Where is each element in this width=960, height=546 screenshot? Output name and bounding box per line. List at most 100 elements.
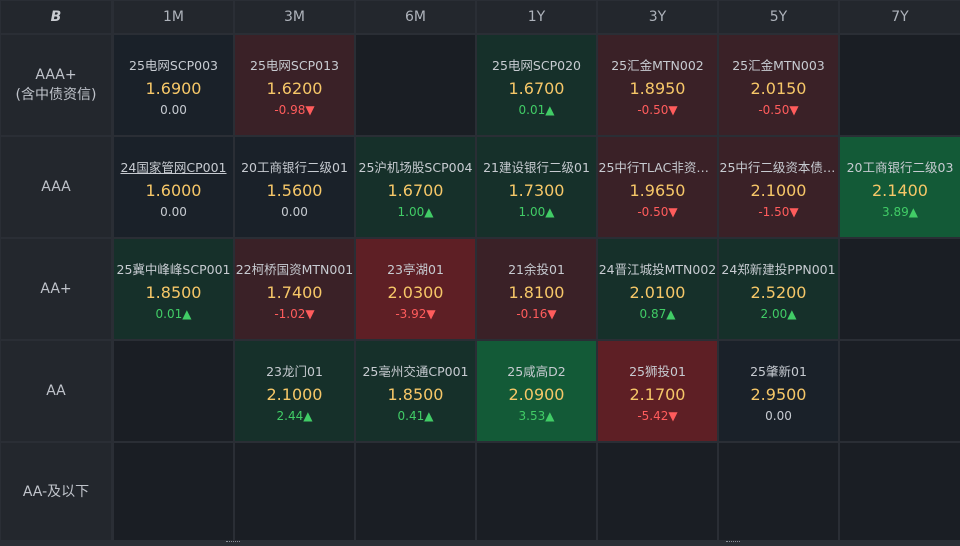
bond-name[interactable]: 24晋江城投MTN002: [598, 262, 717, 277]
bond-name[interactable]: 25亳州交通CP001: [362, 364, 469, 379]
empty-cell: [840, 239, 960, 339]
arrow-down-icon: ▼: [668, 409, 678, 423]
column-header-7y[interactable]: 7Y: [840, 1, 960, 33]
bond-name[interactable]: 25中行二级资本债0...: [719, 160, 838, 175]
bond-change: 1.00▲: [398, 205, 434, 219]
column-header-5y[interactable]: 5Y: [719, 1, 838, 33]
bond-change: 0.00: [160, 205, 187, 219]
arrow-down-icon: ▼: [668, 103, 678, 117]
bond-cell[interactable]: 25中行TLAC非资本... 1.9650 -0.50▼: [598, 137, 717, 237]
bond-yield: 1.7300: [508, 181, 565, 200]
change-value: -3.92: [395, 307, 427, 321]
change-value: -0.50: [758, 103, 790, 117]
bond-name[interactable]: 20工商银行二级01: [241, 160, 348, 175]
column-header-3y[interactable]: 3Y: [598, 1, 717, 33]
bond-cell[interactable]: 25电网SCP003 1.6900 0.00: [114, 35, 233, 135]
change-value: -5.42: [637, 409, 669, 423]
bond-name[interactable]: 23亭湖01: [387, 262, 444, 277]
bond-name[interactable]: 25冀中峰峰SCP001: [116, 262, 231, 277]
bond-name[interactable]: 25狮投01: [629, 364, 686, 379]
bond-cell[interactable]: 25肇新01 2.9500 0.00: [719, 341, 838, 441]
bond-cell[interactable]: 25亳州交通CP001 1.8500 0.41▲: [356, 341, 475, 441]
empty-cell: [719, 443, 838, 540]
bond-yield: 1.8500: [387, 385, 444, 404]
bond-yield: 1.8500: [145, 283, 202, 302]
bond-name[interactable]: 25沪机场股SCP004: [358, 160, 473, 175]
bond-name[interactable]: 25电网SCP013: [250, 58, 339, 73]
empty-cell: [598, 443, 717, 540]
bond-yield: 1.8950: [629, 79, 686, 98]
bond-name[interactable]: 24郑新建投PPN001: [721, 262, 836, 277]
change-value: 0.01: [155, 307, 183, 321]
bond-cell[interactable]: 25沪机场股SCP004 1.6700 1.00▲: [356, 137, 475, 237]
arrow-down-icon: ▼: [305, 103, 315, 117]
bond-cell[interactable]: 25汇金MTN002 1.8950 -0.50▼: [598, 35, 717, 135]
bond-name[interactable]: 21余投01: [508, 262, 565, 277]
bond-cell[interactable]: 21建设银行二级01 1.7300 1.00▲: [477, 137, 596, 237]
change-value: 3.53: [518, 409, 546, 423]
bond-cell[interactable]: 25咸高D2 2.0900 3.53▲: [477, 341, 596, 441]
bond-cell[interactable]: 23龙门01 2.1000 2.44▲: [235, 341, 354, 441]
resize-handle[interactable]: [226, 541, 240, 546]
bond-name[interactable]: 25汇金MTN002: [611, 58, 704, 73]
arrow-up-icon: ▲: [666, 307, 676, 321]
bond-cell[interactable]: 20工商银行二级01 1.5600 0.00: [235, 137, 354, 237]
change-value: 2.44: [276, 409, 304, 423]
bond-cell[interactable]: 25电网SCP020 1.6700 0.01▲: [477, 35, 596, 135]
bond-name[interactable]: 24国家管网CP001: [120, 160, 227, 175]
bond-cell[interactable]: 24晋江城投MTN002 2.0100 0.87▲: [598, 239, 717, 339]
change-value: -0.50: [637, 205, 669, 219]
bond-cell[interactable]: 24郑新建投PPN001 2.5200 2.00▲: [719, 239, 838, 339]
change-value: 0.00: [281, 205, 308, 219]
bond-change: -0.50▼: [637, 103, 677, 117]
bond-logo-icon[interactable]: B: [50, 9, 62, 25]
column-header-1m[interactable]: 1M: [114, 1, 233, 33]
bond-cell[interactable]: 25冀中峰峰SCP001 1.8500 0.01▲: [114, 239, 233, 339]
column-header-6m[interactable]: 6M: [356, 1, 475, 33]
bond-change: 0.01▲: [156, 307, 192, 321]
column-header-1y[interactable]: 1Y: [477, 1, 596, 33]
bond-cell[interactable]: 20工商银行二级03 2.1400 3.89▲: [840, 137, 960, 237]
resize-handle[interactable]: [726, 541, 740, 546]
bond-name[interactable]: 25汇金MTN003: [732, 58, 825, 73]
arrow-down-icon: ▼: [668, 205, 678, 219]
change-value: -0.16: [516, 307, 548, 321]
bond-change: 2.00▲: [761, 307, 797, 321]
change-value: -1.02: [274, 307, 306, 321]
bond-cell[interactable]: 21余投01 1.8100 -0.16▼: [477, 239, 596, 339]
bond-name[interactable]: 20工商银行二级03: [846, 160, 954, 175]
bond-cell[interactable]: 22柯桥国资MTN001 1.7400 -1.02▼: [235, 239, 354, 339]
bond-cell[interactable]: 23亭湖01 2.0300 -3.92▼: [356, 239, 475, 339]
bond-name[interactable]: 25电网SCP003: [129, 58, 218, 73]
bond-name[interactable]: 25电网SCP020: [492, 58, 581, 73]
bond-cell[interactable]: 25中行二级资本债0... 2.1000 -1.50▼: [719, 137, 838, 237]
bond-name[interactable]: 25咸高D2: [507, 364, 566, 379]
bond-change: 0.00: [160, 103, 187, 117]
change-value: 0.01: [518, 103, 546, 117]
empty-cell: [840, 443, 960, 540]
rating-label-line: (含中债资信): [15, 87, 97, 103]
bond-change: 2.44▲: [277, 409, 313, 423]
bond-name[interactable]: 21建设银行二级01: [483, 160, 590, 175]
column-header-3m[interactable]: 3M: [235, 1, 354, 33]
change-value: 2.00: [760, 307, 788, 321]
arrow-up-icon: ▲: [424, 409, 434, 423]
bond-name[interactable]: 23龙门01: [266, 364, 323, 379]
rating-label-row: AA-及以下: [1, 443, 111, 540]
bond-yield: 1.6200: [266, 79, 323, 98]
corner-cell[interactable]: B: [1, 1, 111, 33]
bond-cell[interactable]: 25电网SCP013 1.6200 -0.98▼: [235, 35, 354, 135]
bond-change: 3.53▲: [519, 409, 555, 423]
bond-cell[interactable]: 25狮投01 2.1700 -5.42▼: [598, 341, 717, 441]
bond-name[interactable]: 22柯桥国资MTN001: [235, 262, 354, 277]
bond-change: -5.42▼: [637, 409, 677, 423]
rating-label-line: AAA: [41, 179, 71, 195]
bond-name[interactable]: 25肇新01: [750, 364, 807, 379]
bond-cell[interactable]: 24国家管网CP001 1.6000 0.00: [114, 137, 233, 237]
bond-cell[interactable]: 25汇金MTN003 2.0150 -0.50▼: [719, 35, 838, 135]
bond-change: 0.00: [765, 409, 792, 423]
empty-cell: [235, 443, 354, 540]
arrow-down-icon: ▼: [789, 205, 799, 219]
bond-name[interactable]: 25中行TLAC非资本...: [598, 160, 717, 175]
